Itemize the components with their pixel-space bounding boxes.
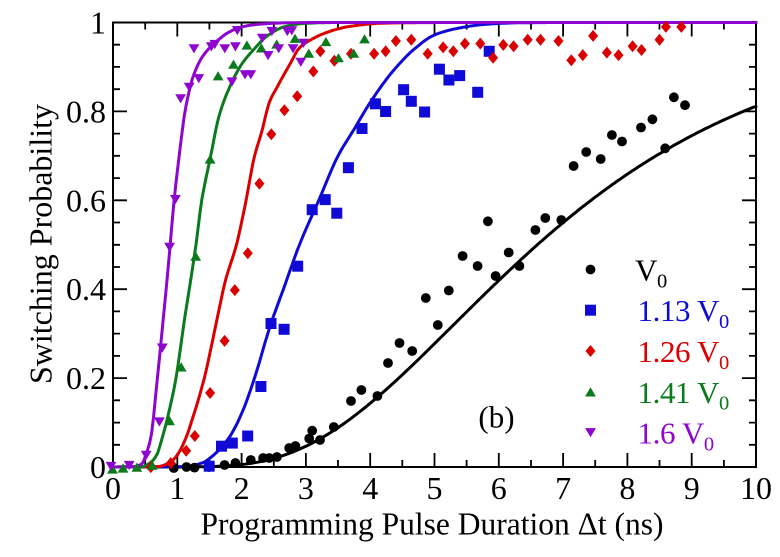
svg-text:8: 8 <box>619 470 635 506</box>
svg-text:0: 0 <box>105 470 121 506</box>
svg-text:1.6 V0: 1.6 V0 <box>638 416 714 456</box>
svg-text:(b): (b) <box>478 400 514 435</box>
svg-text:3: 3 <box>298 470 314 506</box>
svg-text:1: 1 <box>90 5 106 41</box>
svg-text:1.13 V0: 1.13 V0 <box>638 293 729 333</box>
svg-text:7: 7 <box>555 470 571 506</box>
svg-text:1.26 V0: 1.26 V0 <box>638 334 729 374</box>
svg-text:10: 10 <box>740 470 772 506</box>
svg-text:0.2: 0.2 <box>66 360 106 396</box>
svg-text:0.6: 0.6 <box>66 182 106 218</box>
svg-text:0.8: 0.8 <box>66 93 106 129</box>
svg-text:Programming Pulse Duration Δt: Programming Pulse Duration Δt (ns) <box>201 507 664 542</box>
svg-text:Switching Probability: Switching Probability <box>23 104 59 384</box>
svg-text:1.41 V0: 1.41 V0 <box>638 375 729 415</box>
svg-text:9: 9 <box>684 470 700 506</box>
svg-text:5: 5 <box>427 470 443 506</box>
svg-text:4: 4 <box>362 470 378 506</box>
svg-text:0: 0 <box>90 449 106 485</box>
svg-text:0.4: 0.4 <box>66 271 106 307</box>
svg-text:1: 1 <box>169 470 185 506</box>
svg-text:2: 2 <box>234 470 250 506</box>
svg-text:6: 6 <box>491 470 507 506</box>
